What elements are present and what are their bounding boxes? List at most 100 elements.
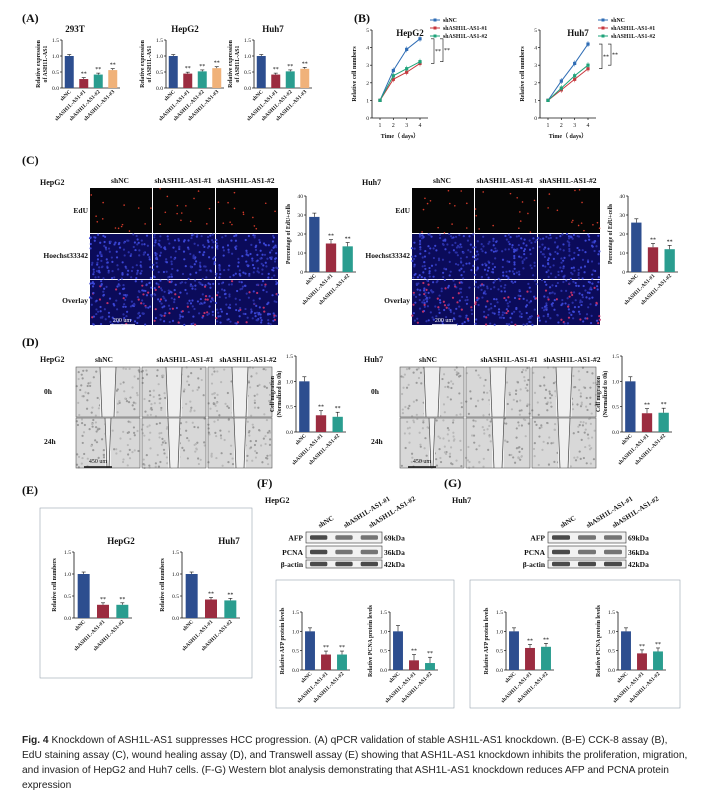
cell-dot (145, 369, 148, 372)
cell-dot (576, 246, 579, 250)
significance-label: ** (100, 597, 106, 603)
cell-dot (127, 401, 131, 404)
cell-dot (75, 463, 79, 466)
cell-dot (439, 301, 442, 304)
cell-dot (577, 430, 580, 434)
cell-dot (560, 303, 563, 307)
wound-gap (429, 418, 435, 468)
cell-dot (247, 234, 250, 238)
cell-dot (435, 419, 438, 422)
cell-dot (482, 414, 485, 417)
cell-dot (175, 306, 178, 310)
cell-dot (206, 235, 210, 239)
cell-dot (557, 273, 560, 277)
cell-dot (231, 252, 234, 255)
cell-dot (542, 309, 546, 312)
cell-dot (519, 294, 522, 298)
cell-dot (195, 271, 198, 274)
cell-dot (148, 256, 151, 259)
cell-dot (479, 284, 482, 287)
cell-dot (255, 283, 258, 286)
cell-dot (574, 459, 578, 462)
cell-dot (581, 293, 584, 296)
cell-dot (246, 454, 249, 457)
cell-dot (194, 256, 197, 259)
cell-dot (264, 442, 267, 446)
cell-dot (245, 459, 249, 462)
cell-dot (547, 237, 550, 240)
cell-dot (484, 305, 488, 308)
cell-dot (577, 277, 580, 280)
bar (342, 246, 353, 272)
cell-dot (265, 386, 269, 389)
cell-dot (194, 279, 197, 282)
series-line (547, 68, 589, 101)
cell-dot (579, 405, 583, 408)
cell-dot (100, 280, 103, 283)
cell-dot (549, 396, 552, 400)
significance-label: ** (302, 61, 308, 67)
cell-dot (218, 269, 221, 272)
cell-dot (535, 282, 538, 286)
cell-dot (90, 303, 93, 306)
cell-dot (92, 315, 96, 318)
cell-dot (267, 319, 270, 322)
cell-dot (158, 422, 162, 425)
cell-dot (566, 297, 569, 300)
cell-dot (95, 215, 97, 217)
cell-dot (492, 250, 496, 253)
bar (300, 68, 310, 88)
cell-dot (234, 272, 237, 275)
cell-dot (583, 386, 587, 389)
cell-dot (455, 373, 459, 376)
cell-dot (549, 253, 552, 256)
cell-dot (430, 289, 433, 293)
bar (509, 631, 519, 670)
cell-dot (412, 312, 415, 315)
cell-dot (262, 289, 265, 292)
bar (409, 660, 419, 670)
y-axis-label: Relative AFP protein levels (484, 607, 490, 674)
cell-dot (193, 323, 197, 326)
y-tick-label: 1 (534, 98, 537, 104)
y-axis-label: Relative expression (36, 39, 42, 87)
cell-dot (507, 277, 510, 280)
cell-dot (522, 418, 526, 421)
cell-dot (159, 318, 162, 321)
cell-dot (115, 256, 119, 259)
cell-dot (534, 297, 538, 300)
cell-dot (149, 447, 152, 450)
cell-dot (114, 227, 117, 229)
cell-dot (190, 406, 193, 409)
cell-dot (515, 306, 518, 310)
cell-dot (203, 251, 206, 254)
cell-dot (548, 436, 551, 439)
cell-dot (199, 261, 202, 264)
cell-dot (548, 286, 552, 289)
cell-dot (581, 249, 584, 252)
cell-dot (256, 259, 259, 262)
cell-dot (127, 431, 131, 434)
chart-d-Huh7: 0.00.51.01.5shNC**shASH1L-AS1-#1**shASH1… (596, 354, 672, 466)
cell-dot (501, 250, 504, 253)
cell-dot (253, 443, 257, 447)
cell-dot (202, 244, 205, 247)
cell-dot (183, 258, 186, 261)
y-tick-label: 5 (534, 28, 537, 34)
y-axis-label: Relative cell numbers (52, 558, 58, 612)
protein-band (552, 535, 570, 540)
image-border (207, 366, 273, 418)
protein-label: PCNA (524, 548, 545, 557)
cell-dot (566, 240, 569, 243)
cell-dot (261, 280, 265, 283)
cell-dot (582, 284, 585, 288)
cell-dot (81, 456, 84, 460)
cell-dot (260, 321, 263, 324)
cell-dot (427, 291, 430, 294)
cell-dot (221, 236, 224, 239)
cell-dot (262, 306, 265, 309)
cell-dot (577, 271, 580, 275)
cell-dot (134, 248, 137, 252)
cell-dot (164, 441, 167, 445)
micrograph (474, 233, 538, 280)
